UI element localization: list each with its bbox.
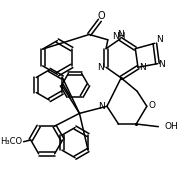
Text: N: N (158, 60, 165, 69)
Text: N: N (117, 30, 124, 39)
Text: N: N (97, 63, 104, 72)
Text: H₃CO: H₃CO (1, 137, 23, 146)
Text: N: N (139, 63, 146, 72)
Text: O: O (149, 101, 156, 110)
Text: O: O (98, 11, 105, 21)
Text: N: N (98, 102, 105, 111)
Text: N: N (156, 35, 163, 44)
Text: NH: NH (112, 32, 126, 41)
Text: OH: OH (165, 122, 178, 131)
